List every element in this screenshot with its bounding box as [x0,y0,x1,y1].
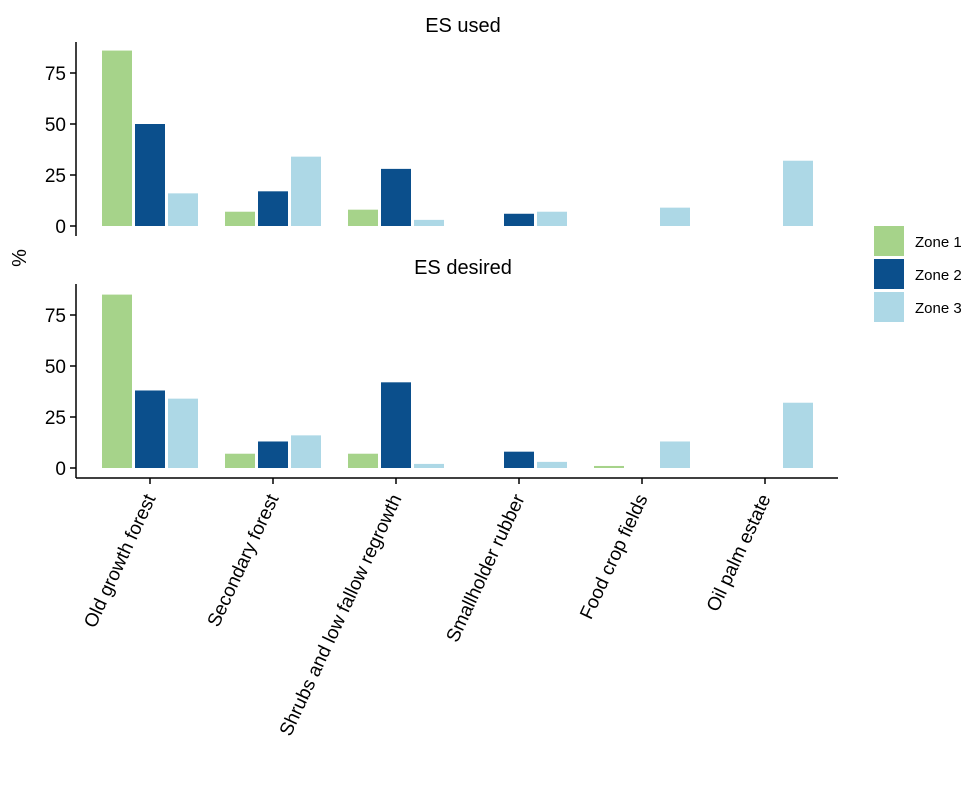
bar-zone-2 [504,451,534,468]
bar-zone-1 [225,453,255,468]
panel-bars [102,294,813,468]
bar-zone-1 [102,50,132,227]
bar-zone-3 [783,402,813,468]
legend-label: Zone 3 [915,300,962,317]
y-tick-label: 25 [45,166,66,187]
legend-swatch [874,226,904,256]
y-tick-label: 50 [45,115,66,136]
panel-es-desired: ES desired 0 25 50 75 [45,257,838,484]
panel-title-es-desired: ES desired [414,257,512,279]
panel-axes: 0 25 50 75 [45,42,77,238]
bar-zone-1 [594,465,624,468]
y-tick-label: 0 [55,459,66,480]
y-tick-label: 50 [45,357,66,378]
x-tick-label: Smallholder rubber [443,491,530,646]
legend-swatch [874,259,904,289]
bar-zone-2 [258,441,288,468]
panel-axes: 0 25 50 75 [45,284,838,484]
x-axis-labels: Old growth forest Secondary forestShrubs … [80,491,775,740]
x-tick-label: Old growth forest [80,491,160,632]
bar-zone-3 [783,160,813,226]
legend-label: Zone 1 [915,234,962,251]
x-tick-label: Oil palm estate [703,491,776,615]
bar-zone-3 [291,156,321,226]
panel-title-es-used: ES used [425,15,501,37]
bar-zone-3 [537,211,567,226]
y-tick-label: 75 [45,64,66,85]
x-tick-label: Shrubs and low fallow regrowth [276,491,407,739]
bar-zone-3 [414,463,444,468]
bar-zone-3 [660,207,690,226]
bar-zone-1 [348,453,378,468]
bar-zone-1 [102,294,132,468]
bar-zone-3 [660,441,690,468]
panel-bars [102,50,813,227]
x-tick-label: Food crop fields [576,491,652,622]
x-tick-label: Secondary forest [204,491,284,631]
bar-zone-2 [135,124,165,226]
bar-zone-3 [414,219,444,226]
legend-swatch [874,292,904,322]
bar-zone-2 [258,191,288,226]
bar-zone-2 [381,168,411,226]
bar-zone-3 [168,193,198,226]
y-tick-label: 25 [45,408,66,429]
bar-zone-2 [381,382,411,468]
bar-zone-2 [504,213,534,226]
y-axis-title: % [9,249,31,267]
bar-zone-3 [291,435,321,468]
bar-zone-3 [537,461,567,468]
y-tick-label: 0 [55,217,66,238]
panel-es-used: ES used 0 25 50 75 [45,15,813,238]
bar-zone-2 [135,390,165,468]
bar-zone-1 [225,211,255,226]
legend: Zone 1 Zone 2 Zone 3 [874,226,962,322]
bar-zone-1 [348,209,378,226]
y-tick-label: 75 [45,306,66,327]
bar-zone-3 [168,398,198,468]
legend-label: Zone 2 [915,267,962,284]
